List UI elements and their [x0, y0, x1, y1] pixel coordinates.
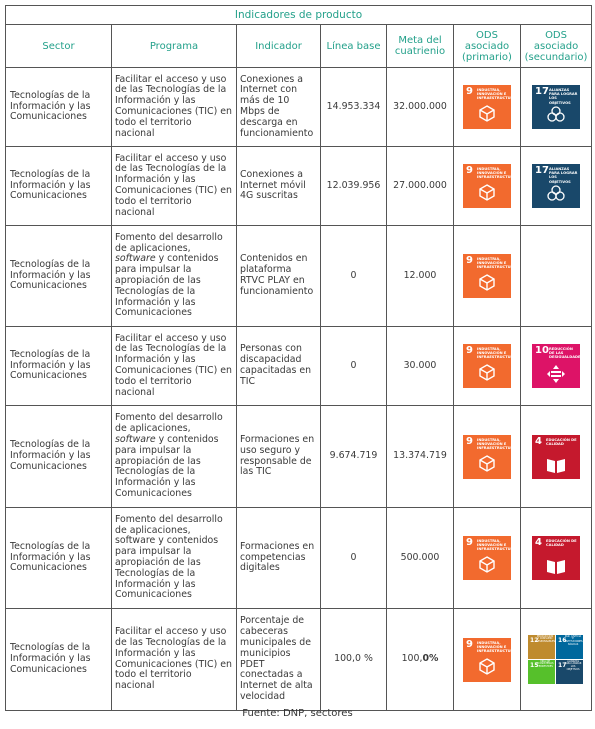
ods-15-life-on-land-icon: 15 VIDA DE ECOSISTEMAS TERRESTRES	[528, 659, 556, 684]
ods-secondary-cell: 4 EDUCACIÓN DE CALIDAD	[519, 405, 593, 508]
ods-9-industry-icon: 9 INDUSTRIA, INNOVACIÓN E INFRAESTRUCTURA	[463, 85, 516, 129]
table-title: Indicadores de producto	[4, 5, 593, 25]
table-row: Tecnologías de la Información y las Comu…	[5, 326, 593, 406]
programa-cell: Facilitar el acceso y uso de las Tecnolo…	[111, 67, 237, 147]
table-row: Tecnologías de la Información y las Comu…	[5, 608, 593, 711]
ods-secondary-cell: 17 ALIANZAS PARA LOGRAR LOS OBJETIVOS	[519, 146, 593, 226]
indicador-cell: Formaciones en competencias digitales	[236, 507, 321, 609]
ods-secondary-cell: 12 PRODUCCIÓN Y CONSUMO RESPONSABLES 16 PA…	[519, 608, 593, 711]
linea-base-cell: 0	[320, 225, 387, 327]
header-meta: Meta del cuatrienio	[386, 24, 454, 68]
ods-secondary-cell: 4 EDUCACIÓN DE CALIDAD	[519, 507, 593, 609]
programa-cell: Fomento del desarrollo de aplicaciones, …	[111, 507, 237, 609]
ods-9-industry-icon: 9 INDUSTRIA, INNOVACIÓN E INFRAESTRUCTURA	[463, 637, 516, 682]
linea-base-cell: 100,0 %	[320, 608, 387, 711]
indicador-cell: Porcentaje de cabeceras municipales de m…	[236, 608, 321, 711]
ods-4-education-icon: 4 EDUCACIÓN DE CALIDAD	[532, 536, 581, 580]
ods-10-inequality-icon: 10 REDUCCIÓN DE LAS DESIGUALDADES	[532, 344, 583, 388]
meta-cell: 32.000.000	[386, 67, 454, 147]
table-row: Tecnologías de la Información y las Comu…	[5, 146, 593, 226]
indicator-table-wrapper: Indicadores de producto Sector Programa …	[4, 5, 593, 711]
ods-secondary-cell: 10 REDUCCIÓN DE LAS DESIGUALDADES	[519, 326, 593, 406]
header-sector: Sector	[5, 24, 112, 68]
ods-12-consumption-icon: 12 PRODUCCIÓN Y CONSUMO RESPONSABLES	[528, 634, 556, 659]
ods-9-industry-icon: 9 INDUSTRIA, INNOVACIÓN E INFRAESTRUCTURA	[463, 434, 516, 479]
ods-17-partnerships-icon: 17 ALIANZAS PARA LOGRAR LOS OBJETIVOS	[532, 85, 581, 129]
linea-base-cell: 0	[320, 326, 387, 406]
ods-primary-cell: 9 INDUSTRIA, INNOVACIÓN E INFRAESTRUCTURA	[453, 67, 521, 147]
programa-cell: Fomento del desarrollo de aplicaciones, …	[111, 405, 237, 508]
indicador-cell: Conexiones a Internet con más de 10 Mbps…	[236, 67, 321, 147]
table-row: Tecnologías de la Información y las Comu…	[5, 405, 593, 508]
indicador-cell: Conexiones a Internet móvil 4G suscritas	[236, 146, 321, 226]
ods-9-industry-icon: 9 INDUSTRIA, INNOVACIÓN E INFRAESTRUCTURA	[463, 254, 516, 298]
header-row: Sector Programa Indicador Línea base Met…	[5, 24, 593, 68]
ods-multi-icon-group: 12 PRODUCCIÓN Y CONSUMO RESPONSABLES 16 PA…	[528, 634, 584, 685]
sector-cell: Tecnologías de la Información y las Comu…	[5, 608, 112, 711]
indicador-cell: Personas con discapacidad capacitadas en…	[236, 326, 321, 406]
header-programa: Programa	[111, 24, 237, 68]
ods-primary-cell: 9 INDUSTRIA, INNOVACIÓN E INFRAESTRUCTURA	[453, 146, 521, 226]
programa-cell: Fomento del desarrollo de aplicaciones, …	[111, 225, 237, 327]
programa-cell: Facilitar el acceso y uso de las Tecnolo…	[111, 146, 237, 226]
ods-primary-cell: 9 INDUSTRIA, INNOVACIÓN E INFRAESTRUCTURA	[453, 326, 521, 406]
ods-9-industry-icon: 9 INDUSTRIA, INNOVACIÓN E INFRAESTRUCTURA	[463, 344, 516, 388]
meta-cell: 13.374.719	[386, 405, 454, 508]
sector-cell: Tecnologías de la Información y las Comu…	[5, 326, 112, 406]
header-indicador: Indicador	[236, 24, 321, 68]
source-caption: Fuente: DNP, sectores	[242, 708, 353, 719]
linea-base-cell: 9.674.719	[320, 405, 387, 508]
meta-cell: 100,0%	[386, 608, 454, 711]
sector-cell: Tecnologías de la Información y las Comu…	[5, 225, 112, 327]
table-row: Tecnologías de la Información y las Comu…	[5, 507, 593, 609]
table-row: Tecnologías de la Información y las Comu…	[5, 67, 593, 147]
indicador-cell: Formaciones en uso seguro y responsable …	[236, 405, 321, 508]
ods-primary-cell: 9 INDUSTRIA, INNOVACIÓN E INFRAESTRUCTURA	[453, 405, 521, 508]
meta-cell: 12.000	[386, 225, 454, 327]
sector-cell: Tecnologías de la Información y las Comu…	[5, 67, 112, 147]
ods-secondary-cell: 17 ALIANZAS PARA LOGRAR LOS OBJETIVOS	[519, 67, 593, 147]
ods-primary-cell: 9 INDUSTRIA, INNOVACIÓN E INFRAESTRUCTURA	[453, 225, 521, 327]
header-linea-base: Línea base	[320, 24, 387, 68]
sector-cell: Tecnologías de la Información y las Comu…	[5, 507, 112, 609]
meta-cell: 500.000	[386, 507, 454, 609]
ods-4-education-icon: 4 EDUCACIÓN DE CALIDAD	[532, 434, 581, 479]
linea-base-cell: 14.953.334	[320, 67, 387, 147]
ods-17-partnerships-icon: 17 ALIANZAS PARA LOGRAR LOS OBJETIVOS	[532, 164, 581, 208]
sector-cell: Tecnologías de la Información y las Comu…	[5, 146, 112, 226]
ods-secondary-cell-empty	[519, 225, 593, 327]
ods-9-industry-icon: 9 INDUSTRIA, INNOVACIÓN E INFRAESTRUCTURA	[463, 536, 516, 580]
meta-cell: 30.000	[386, 326, 454, 406]
ods-17-partnerships-icon: 17 ALIANZAS PARA LOGRAR LOS OBJETIVOS	[556, 659, 584, 684]
programa-cell: Facilitar el acceso y uso de las Tecnolo…	[111, 326, 237, 406]
header-ods-primario: ODS asociado (primario)	[453, 24, 521, 68]
programa-cell: Facilitar el acceso y uso de las Tecnolo…	[111, 608, 237, 711]
meta-cell: 27.000.000	[386, 146, 454, 226]
table-row: Tecnologías de la Información y las Comu…	[5, 225, 593, 327]
indicators-table: Indicadores de producto Sector Programa …	[4, 5, 593, 711]
ods-primary-cell: 9 INDUSTRIA, INNOVACIÓN E INFRAESTRUCTURA	[453, 507, 521, 609]
indicador-cell: Contenidos en plataforma RTVC PLAY en fu…	[236, 225, 321, 327]
table-title-row: Indicadores de producto	[4, 5, 593, 25]
sector-cell: Tecnologías de la Información y las Comu…	[5, 405, 112, 508]
linea-base-cell: 12.039.956	[320, 146, 387, 226]
header-ods-secundario: ODS asociado (secundario)	[519, 24, 593, 68]
linea-base-cell: 0	[320, 507, 387, 609]
ods-9-industry-icon: 9 INDUSTRIA, INNOVACIÓN E INFRAESTRUCTURA	[463, 164, 516, 208]
ods-16-peace-icon: 16 PAZ, JUSTICIA E INSTITUCIONES SÓLIDAS	[556, 634, 584, 659]
ods-primary-cell: 9 INDUSTRIA, INNOVACIÓN E INFRAESTRUCTURA	[453, 608, 521, 711]
